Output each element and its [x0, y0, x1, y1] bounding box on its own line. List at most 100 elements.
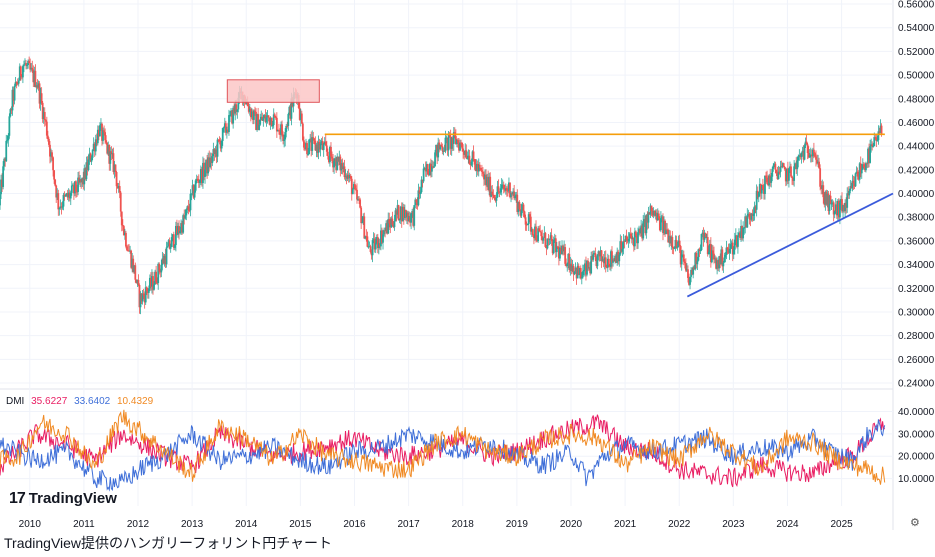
candle-body — [640, 225, 643, 234]
candles-layer — [0, 56, 883, 315]
candle-body — [831, 202, 834, 204]
candle-body — [198, 180, 201, 183]
candle-body — [581, 271, 584, 278]
candle-body — [195, 178, 198, 181]
candle-body — [127, 250, 129, 252]
candle-body — [383, 230, 385, 235]
candle-body — [153, 284, 155, 290]
candle-body — [38, 83, 41, 104]
candle-body — [214, 149, 217, 154]
candle-body — [132, 258, 135, 272]
candle-body — [778, 171, 781, 173]
candle-body — [40, 93, 43, 103]
candle-body — [860, 169, 863, 174]
candle-body — [536, 239, 538, 242]
candle-body — [26, 65, 28, 67]
candle-body — [76, 191, 78, 193]
candle-body — [699, 250, 702, 252]
candle-body — [56, 193, 59, 198]
candle-body — [661, 216, 663, 219]
candle-body — [281, 124, 283, 135]
candle-body — [863, 167, 866, 171]
candle-body — [817, 161, 819, 164]
candle-body — [804, 141, 807, 146]
candle-body — [319, 143, 322, 150]
candle-body — [723, 257, 726, 263]
candle-body — [524, 217, 527, 225]
time-tick-label: 2024 — [776, 519, 799, 530]
candle-body — [712, 250, 714, 254]
candle-body — [208, 157, 211, 168]
settings-icon[interactable]: ⚙ — [910, 517, 920, 529]
candle-body — [156, 282, 159, 284]
candle-body — [70, 185, 73, 193]
candle-body — [172, 234, 175, 248]
candle-body — [788, 168, 790, 181]
candle-body — [629, 233, 632, 237]
candle-body — [209, 157, 212, 168]
candle-body — [727, 249, 730, 253]
candle-body — [759, 184, 762, 194]
candle-body — [842, 204, 844, 212]
candle-body — [660, 218, 662, 231]
candle-body — [786, 168, 789, 181]
candle-body — [346, 174, 349, 179]
candle-body — [64, 195, 67, 197]
candle-body — [3, 158, 6, 167]
candle-body — [270, 117, 273, 127]
candle-body — [763, 189, 765, 194]
candle-body — [548, 238, 551, 240]
candle-body — [189, 193, 192, 211]
candle-body — [337, 156, 340, 162]
candle-body — [25, 63, 27, 66]
candle-body — [400, 206, 403, 222]
candle-body — [143, 295, 146, 303]
candle-body — [691, 269, 694, 275]
candle-body — [168, 240, 171, 249]
candle-body — [390, 218, 393, 228]
candle-body — [486, 177, 488, 186]
candle-body — [771, 168, 774, 177]
time-tick-label: 2023 — [722, 519, 745, 530]
candle-body — [509, 182, 511, 198]
candle-body — [547, 238, 550, 240]
candle-body — [313, 138, 316, 141]
candle-body — [733, 239, 736, 250]
candle-body — [571, 265, 574, 271]
candle-body — [850, 186, 853, 189]
candle-body — [43, 112, 46, 121]
candle-body — [148, 277, 151, 289]
candle-body — [683, 261, 686, 264]
candle-body — [21, 66, 24, 78]
candle-body — [332, 158, 334, 168]
candle-body — [282, 134, 284, 142]
time-tick-label: 2012 — [127, 519, 150, 530]
candle-body — [8, 116, 11, 136]
candle-body — [438, 142, 441, 150]
candle-body — [780, 166, 783, 168]
dmi-plus-di-value: 35.6227 — [31, 396, 68, 407]
candle-body — [237, 97, 240, 110]
candle-body — [480, 170, 483, 172]
candle-body — [549, 235, 552, 239]
candle-body — [803, 145, 806, 160]
candle-body — [603, 257, 606, 264]
candle-body — [114, 164, 117, 173]
candle-body — [730, 242, 733, 245]
candle-body — [137, 279, 140, 285]
candle-body — [157, 263, 160, 284]
candle-body — [58, 208, 61, 210]
candle-body — [847, 193, 850, 196]
price-tick-label: 0.32000 — [898, 284, 935, 295]
candle-body — [483, 173, 485, 180]
candle-body — [173, 245, 176, 248]
candle-body — [498, 191, 501, 193]
candle-body — [119, 192, 122, 212]
candle-body — [389, 223, 392, 228]
candle-body — [35, 85, 38, 87]
candle-body — [508, 182, 510, 191]
candle-body — [579, 267, 582, 279]
candle-body — [344, 175, 347, 178]
candle-body — [494, 197, 497, 201]
candle-body — [802, 150, 805, 160]
